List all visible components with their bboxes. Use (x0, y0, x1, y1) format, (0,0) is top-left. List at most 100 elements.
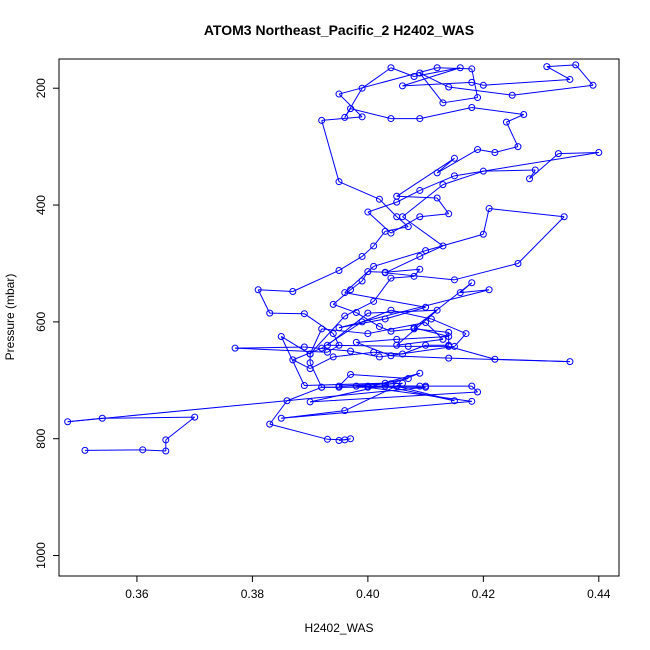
data-point (422, 341, 430, 349)
series-line-segment (396, 157, 455, 197)
series-line-segment (505, 121, 519, 147)
series-line-segment (402, 344, 426, 355)
data-point (595, 148, 603, 156)
data-point (364, 208, 372, 216)
data-point (341, 407, 349, 415)
series-line-segment (304, 382, 386, 387)
y-tick-label: 1000 (34, 542, 48, 569)
series-line-segment (102, 416, 195, 419)
data-point (381, 315, 389, 323)
series-line-segment (390, 309, 432, 320)
data-point (416, 115, 424, 123)
data-point (266, 420, 274, 428)
series-line-segment (367, 386, 472, 402)
data-point (410, 73, 418, 81)
series-line-segment (459, 282, 473, 294)
series-line-segment (257, 289, 271, 314)
x-tick-label: 0.38 (241, 587, 265, 601)
series-line-segment (379, 198, 398, 218)
data-point (491, 148, 499, 156)
series-line-segment (235, 346, 305, 349)
series-line-segment (546, 66, 571, 80)
data-point (514, 143, 522, 151)
data-point (329, 330, 337, 338)
series-line-segment (402, 81, 472, 87)
data-point (81, 446, 89, 454)
data-point (404, 342, 412, 350)
data-point (502, 118, 510, 126)
data-point (352, 382, 360, 390)
data-point (445, 83, 453, 91)
data-point (450, 397, 458, 405)
series-line-segment (471, 81, 484, 86)
data-point (347, 286, 355, 294)
data-point (445, 332, 453, 340)
series-line-segment (344, 300, 374, 317)
data-point (445, 354, 453, 362)
series-line-segment (384, 256, 421, 274)
series-line-segment (431, 318, 467, 335)
series-line-segment (373, 351, 403, 355)
data-point (358, 318, 366, 326)
data-point (422, 382, 430, 390)
data-point (410, 272, 418, 280)
series-line-segment (344, 87, 363, 118)
series-line-segment (332, 333, 340, 346)
series-line-segment (309, 356, 334, 370)
series-line-segment (402, 216, 444, 247)
series-line-segment (321, 321, 363, 349)
series-line-segment (333, 303, 357, 314)
data-point (329, 300, 337, 308)
series-line-segment (367, 201, 397, 213)
data-point (358, 84, 366, 92)
data-point (341, 312, 349, 320)
data-point (323, 341, 331, 349)
y-axis: 200 400 600 800 1000 (34, 78, 59, 569)
series-line-segment (367, 321, 426, 335)
data-point (387, 274, 395, 282)
data-point (416, 369, 424, 377)
series-line-segment (281, 410, 345, 419)
series-line-segment (280, 336, 305, 386)
data-point (450, 172, 458, 180)
data-point (393, 192, 401, 200)
series-line-segment (454, 151, 599, 177)
data-point (393, 335, 401, 343)
plot-area (64, 61, 603, 455)
data-point (422, 247, 430, 255)
series-line-segment (327, 344, 409, 347)
chart-title: ATOM3 Northeast_Pacific_2 H2402_WAS (204, 22, 474, 38)
data-point (479, 167, 487, 175)
data-point (335, 341, 343, 349)
series-line-segment (396, 335, 449, 340)
data-point (404, 223, 412, 231)
y-tick-label: 600 (34, 312, 48, 332)
series-line-segment (460, 289, 490, 294)
series-line-segment (361, 245, 374, 257)
data-point (347, 370, 355, 378)
series-line-segment (338, 438, 351, 441)
series-line-segment (436, 149, 478, 174)
data-point (318, 325, 326, 333)
series-line-segment (517, 216, 565, 264)
data-point (364, 330, 372, 338)
data-point (335, 178, 343, 186)
data-point (300, 343, 308, 351)
series-line-segment (344, 292, 426, 308)
series-line-segment (367, 211, 392, 234)
series-line-segment (258, 289, 293, 293)
series-line-segment (350, 350, 380, 358)
data-point (479, 81, 487, 89)
data-point (191, 413, 199, 421)
data-point (381, 382, 389, 390)
series-line-segment (165, 416, 195, 441)
series-line-segment (419, 72, 449, 88)
data-point (375, 353, 383, 361)
data-point (468, 103, 476, 111)
data-point (399, 350, 407, 358)
series-line-segment (390, 328, 415, 332)
data-point (416, 186, 424, 194)
series-line-segment (419, 245, 444, 257)
data-point (162, 436, 170, 444)
